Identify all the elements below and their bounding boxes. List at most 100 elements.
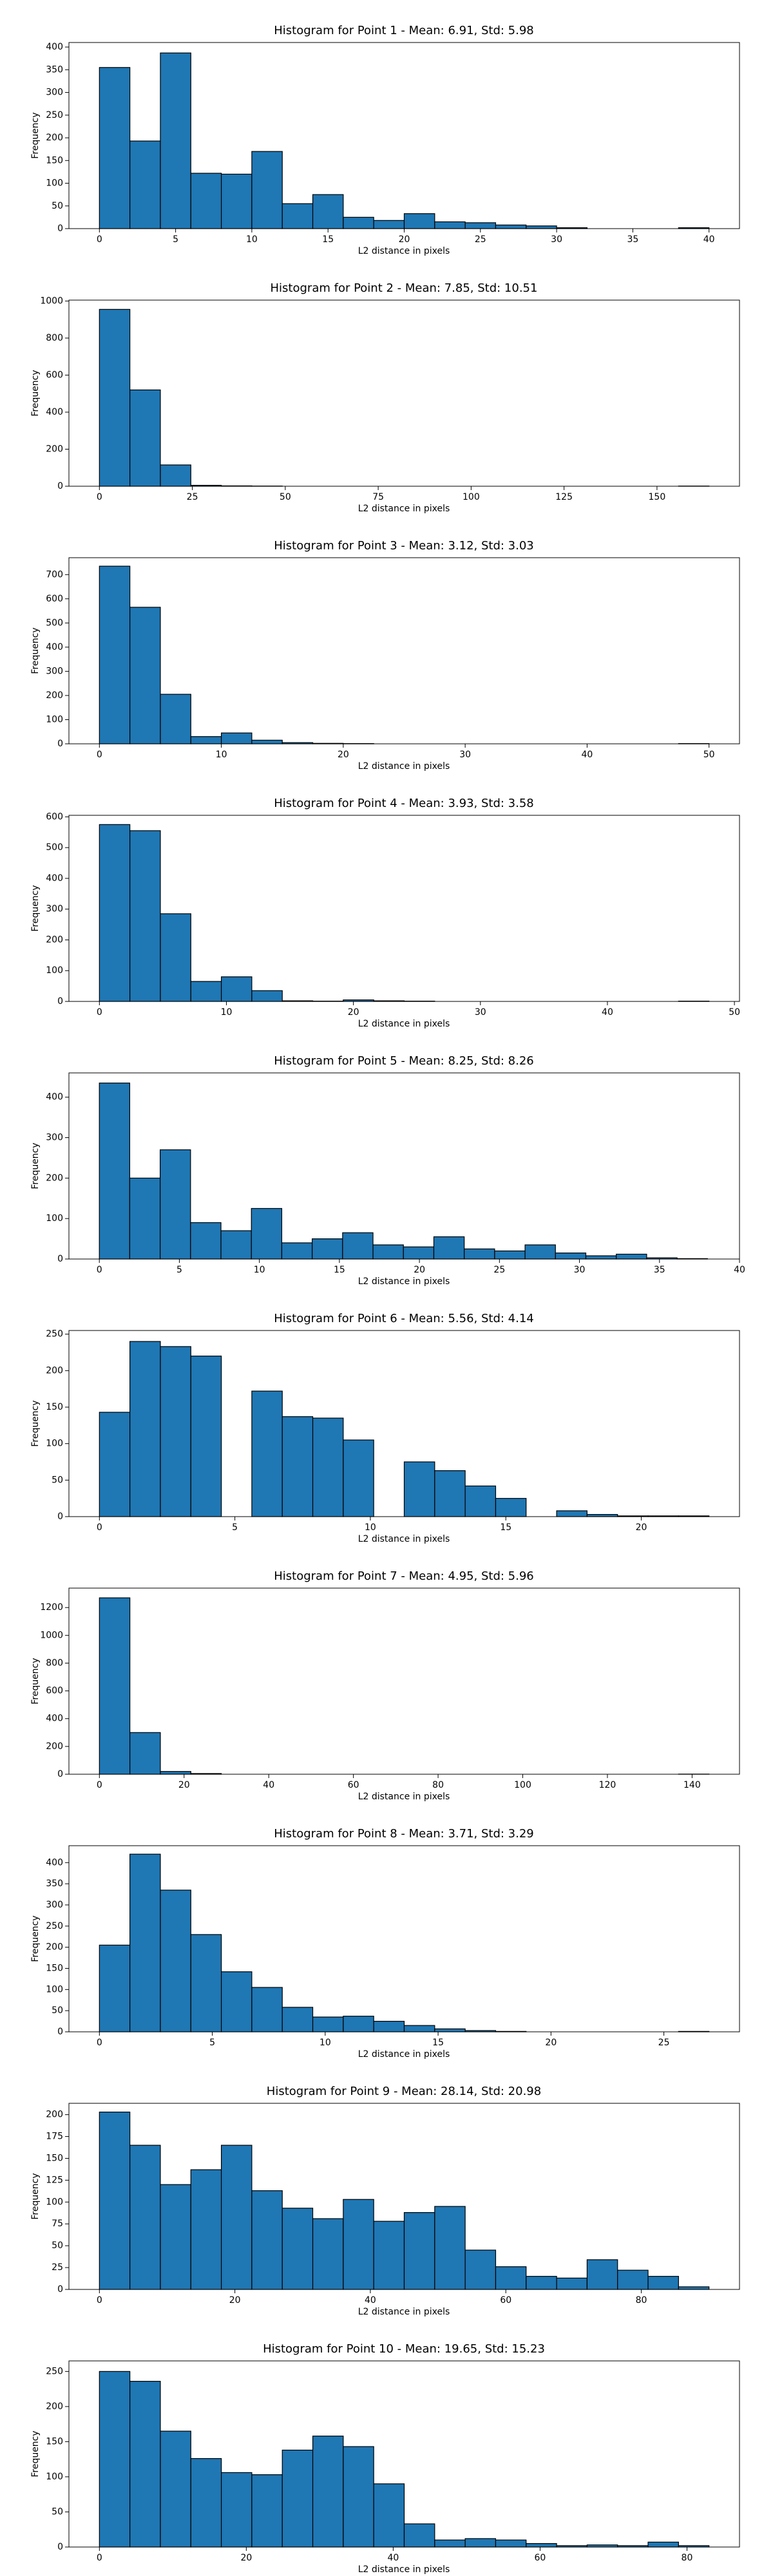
chart-title: Histogram for Point 8 - Mean: 3.71, Std:… — [274, 1827, 534, 1841]
bar — [220, 1971, 253, 2032]
plot-frame — [68, 1072, 740, 1260]
bar — [160, 1149, 191, 1260]
y-tick-label: 75 — [52, 2219, 63, 2229]
y-tick-label: 0 — [57, 996, 63, 1007]
x-tick-label: 40 — [703, 234, 715, 245]
bar — [403, 1461, 435, 1517]
bar — [373, 2020, 405, 2032]
bar — [99, 67, 131, 229]
bar — [403, 1246, 435, 1260]
x-tick-label: 10 — [246, 234, 258, 245]
x-tick-label: 60 — [348, 1780, 359, 1790]
bar — [494, 1250, 526, 1260]
bar — [220, 173, 253, 229]
bar — [129, 2381, 161, 2548]
x-tick-label: 75 — [372, 492, 384, 502]
y-tick-label: 100 — [46, 965, 63, 976]
bar — [190, 1934, 222, 2032]
bar — [220, 732, 253, 744]
y-axis-label: Frequency — [30, 885, 41, 931]
bar — [251, 2190, 283, 2290]
bar — [129, 389, 161, 487]
x-tick-label: 15 — [322, 234, 334, 245]
bar — [190, 173, 222, 229]
bar — [373, 2483, 405, 2548]
y-tick-label: 175 — [46, 2132, 63, 2142]
y-axis-label: Frequency — [30, 2173, 41, 2219]
y-axis-label: Frequency — [30, 1400, 41, 1446]
x-tick-label: 125 — [555, 492, 573, 502]
bar — [373, 220, 405, 229]
subplot: Histogram for Point 7 - Mean: 4.95, Std:… — [30, 1569, 740, 1802]
bar — [526, 2543, 557, 2548]
y-tick-label: 600 — [46, 1686, 63, 1696]
bar — [343, 216, 374, 229]
bar — [99, 824, 131, 1002]
x-tick-label: 0 — [97, 1265, 102, 1275]
subplot: Histogram for Point 10 - Mean: 19.65, St… — [30, 2342, 740, 2575]
bar — [99, 1944, 131, 2032]
y-tick-label: 150 — [46, 1402, 63, 1412]
x-tick-label: 15 — [432, 2038, 444, 2048]
y-tick-label: 600 — [46, 811, 63, 822]
bar — [403, 2212, 435, 2290]
plot-frame — [68, 2360, 740, 2548]
bar — [99, 2371, 131, 2548]
y-tick-label: 1000 — [40, 1630, 63, 1640]
y-tick-label: 200 — [46, 2401, 63, 2412]
y-tick-label: 250 — [46, 1921, 63, 1931]
y-tick-label: 150 — [46, 155, 63, 166]
bar — [282, 2449, 314, 2548]
y-tick-label: 0 — [57, 739, 63, 749]
bar — [282, 203, 314, 229]
y-tick-label: 200 — [46, 2110, 63, 2120]
y-tick-label: 100 — [46, 2472, 63, 2482]
bar — [190, 981, 222, 1002]
bar — [526, 2276, 557, 2290]
y-axis-label: Frequency — [30, 627, 41, 674]
bar — [372, 1244, 404, 1260]
y-tick-label: 500 — [46, 618, 63, 628]
plot-frame — [68, 1330, 740, 1517]
y-tick-label: 300 — [46, 666, 63, 676]
bar — [433, 1236, 465, 1260]
y-tick-label: 50 — [52, 1475, 63, 1485]
bar — [312, 2218, 344, 2290]
bar — [160, 1771, 191, 1775]
x-axis-label: L2 distance in pixels — [358, 1792, 450, 1802]
bar — [160, 694, 191, 744]
subplot: Histogram for Point 1 - Mean: 6.91, Std:… — [30, 24, 740, 256]
y-tick-label: 350 — [46, 64, 63, 75]
bar — [585, 1255, 617, 1260]
bar — [495, 224, 527, 229]
bar — [281, 1242, 313, 1260]
subplot: Histogram for Point 8 - Mean: 3.71, Std:… — [30, 1827, 740, 2060]
bar — [129, 1853, 161, 2032]
y-tick-label: 1000 — [40, 296, 63, 306]
bar — [647, 2276, 679, 2290]
y-tick-label: 50 — [52, 2240, 63, 2251]
bar — [160, 52, 191, 229]
y-axis-label: Frequency — [30, 1915, 41, 1962]
y-tick-label: 100 — [46, 1213, 63, 1224]
y-tick-label: 800 — [46, 333, 63, 343]
x-tick-label: 0 — [97, 1780, 102, 1790]
chart-title: Histogram for Point 7 - Mean: 4.95, Std:… — [274, 1569, 534, 1583]
bar — [129, 1732, 161, 1775]
bar — [251, 739, 283, 744]
bar — [312, 1238, 343, 1260]
bar — [343, 2446, 374, 2548]
y-tick-label: 100 — [46, 1984, 63, 1994]
y-tick-label: 0 — [57, 223, 63, 234]
bar — [647, 2541, 679, 2548]
chart-title: Histogram for Point 10 - Mean: 19.65, St… — [263, 2342, 545, 2356]
bar — [129, 1177, 161, 1260]
bar — [129, 830, 161, 1002]
y-tick-label: 400 — [46, 1714, 63, 1724]
x-tick-label: 40 — [365, 2295, 376, 2306]
bar — [160, 2184, 191, 2290]
y-tick-label: 50 — [52, 2506, 63, 2517]
y-tick-label: 400 — [46, 1857, 63, 1868]
x-tick-label: 40 — [734, 1265, 745, 1275]
